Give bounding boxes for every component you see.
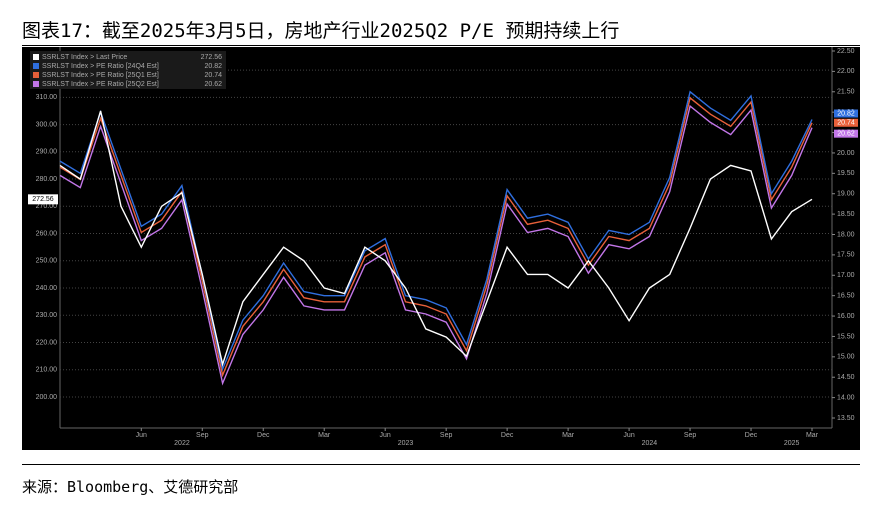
last-value-box xyxy=(834,129,858,138)
x-tick-label: Jun xyxy=(380,432,391,439)
y-tick-label: 230.00 xyxy=(36,312,58,319)
x-tick-label: Sep xyxy=(684,432,697,439)
title: 图表17：截至2025年3月5日，房地产行业2025Q2 P/E 预期持续上行 xyxy=(22,20,620,42)
y2-tick-label: 18.00 xyxy=(837,231,855,238)
y-tick-label: 220.00 xyxy=(36,339,58,346)
x-tick-label: Dec xyxy=(745,432,758,439)
legend-swatch xyxy=(33,72,39,78)
legend-label: SSRLST Index > PE Ratio [24Q4 Est] xyxy=(42,63,159,70)
y2-tick-label: 19.50 xyxy=(837,170,855,177)
x-tick-label: Dec xyxy=(501,432,514,439)
y2-tick-label: 17.00 xyxy=(837,272,855,279)
y2-tick-label: 13.50 xyxy=(837,415,855,422)
y-tick-label: 210.00 xyxy=(36,367,58,374)
legend-swatch xyxy=(33,63,39,69)
y-tick-label: 270.00 xyxy=(36,203,58,210)
x-tick-label: Mar xyxy=(318,432,331,439)
y2-tick-label: 18.50 xyxy=(837,211,855,218)
y2-tick-label: 15.00 xyxy=(837,354,855,361)
y2-tick-label: 21.50 xyxy=(837,89,855,96)
y-tick-label: 260.00 xyxy=(36,230,58,237)
legend-label: SSRLST Index > PE Ratio [25Q1 Est] xyxy=(42,72,159,79)
y2-tick-label: 15.50 xyxy=(837,333,855,340)
y-tick-label: 280.00 xyxy=(36,176,58,183)
y2-tick-label: 14.00 xyxy=(837,394,855,401)
y-tick-label: 300.00 xyxy=(36,121,58,128)
y-tick-label: 200.00 xyxy=(36,394,58,401)
x-tick-label: Jun xyxy=(623,432,634,439)
x-tick-label: Sep xyxy=(440,432,453,439)
y2-tick-label: 20.00 xyxy=(837,150,855,157)
legend-value: 20.82 xyxy=(204,63,222,70)
y-tick-label: 250.00 xyxy=(36,258,58,265)
x-tick-label: Jun xyxy=(136,432,147,439)
x-tick-label: Mar xyxy=(806,432,819,439)
y2-tick-label: 19.00 xyxy=(837,191,855,198)
y-tick-label: 290.00 xyxy=(36,149,58,156)
legend-box xyxy=(30,51,226,89)
last-value-box xyxy=(28,194,58,205)
series-line xyxy=(59,110,813,367)
source: 来源：Bloomberg、艾德研究部 xyxy=(22,478,239,496)
x-tick-label: Mar xyxy=(562,432,575,439)
last-value-label: 20.74 xyxy=(837,120,855,127)
legend-value: 20.62 xyxy=(204,81,222,88)
y2-tick-label: 22.50 xyxy=(837,48,855,55)
legend-value: 272.56 xyxy=(201,54,223,61)
y2-tick-label: 14.50 xyxy=(837,374,855,381)
last-value-label: 272.56 xyxy=(32,196,54,203)
legend-value: 20.74 xyxy=(204,72,222,79)
y2-tick-label: 17.50 xyxy=(837,252,855,259)
footer-rule xyxy=(22,464,860,465)
last-value-label: 20.82 xyxy=(837,110,855,117)
legend-label: SSRLST Index > Last Price xyxy=(42,54,127,61)
legend-swatch xyxy=(33,54,39,60)
last-value-box xyxy=(834,109,858,118)
x-year-label: 2023 xyxy=(398,440,414,447)
last-value-label: 20.62 xyxy=(837,131,855,138)
y-tick-label: 310.00 xyxy=(36,94,58,101)
legend-swatch xyxy=(33,81,39,87)
x-year-label: 2024 xyxy=(642,440,658,447)
series-line xyxy=(59,104,813,386)
series-line xyxy=(59,90,813,372)
x-tick-label: Sep xyxy=(196,432,209,439)
legend-label: SSRLST Index > PE Ratio [25Q2 Est] xyxy=(42,81,159,88)
title-rule xyxy=(22,45,860,46)
last-value-box xyxy=(834,118,858,127)
y2-tick-label: 16.50 xyxy=(837,293,855,300)
chart-background xyxy=(22,47,860,450)
x-year-label: 2022 xyxy=(174,440,190,447)
x-tick-label: Dec xyxy=(257,432,270,439)
x-year-label: 2025 xyxy=(784,440,800,447)
y-tick-label: 240.00 xyxy=(36,285,58,292)
y2-tick-label: 16.00 xyxy=(837,313,855,320)
y2-tick-label: 22.00 xyxy=(837,68,855,75)
